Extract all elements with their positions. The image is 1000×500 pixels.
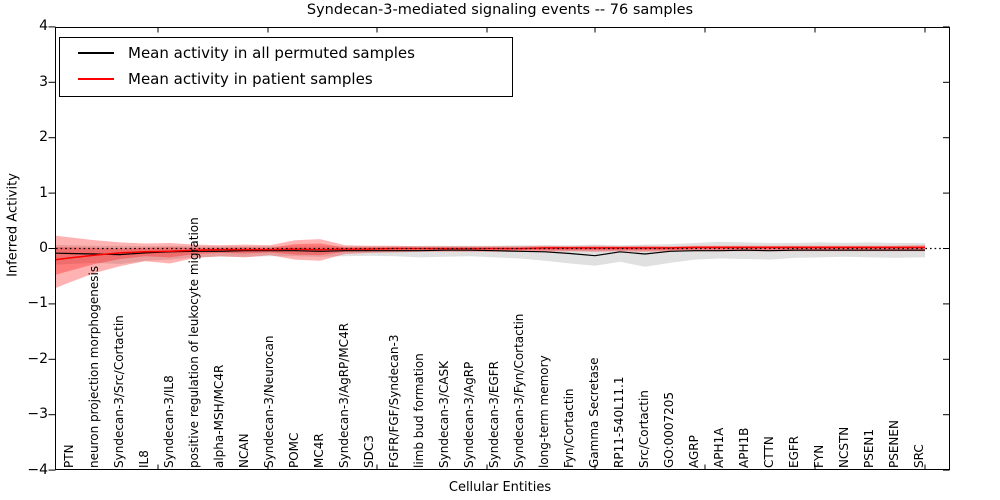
x-axis-label: Cellular Entities — [448, 480, 552, 495]
y-tick-label: −3 — [27, 406, 48, 423]
x-tick-label: PSENEN — [887, 420, 901, 468]
x-tick-label: NCSTN — [837, 426, 851, 468]
x-tick-label: FGFR/FGF/Syndecan-3 — [387, 334, 401, 468]
x-tick-label: Syndecan-3/Fyn/Cortactin — [512, 313, 526, 468]
x-tick-label: GO:0007205 — [662, 391, 676, 468]
x-tick-label: APH1A — [712, 427, 726, 468]
x-tick-label: POMC — [287, 432, 301, 468]
legend-line-black — [78, 52, 114, 54]
x-tick-label: long-term memory — [537, 355, 551, 468]
x-tick-label: Syndecan-3/Neurocan — [262, 335, 276, 468]
x-tick-label: Syndecan-3/IL8 — [162, 375, 176, 468]
x-tick-label: NCAN — [237, 433, 251, 468]
patient-mean-line — [55, 246, 925, 261]
x-tick-label: FYN — [812, 444, 826, 468]
x-tick-label: EGFR — [787, 435, 801, 468]
legend-item-permuted: Mean activity in all permuted samples — [60, 40, 512, 66]
x-tick-label: Syndecan-3/AgRP — [462, 361, 476, 468]
legend-item-patient: Mean activity in patient samples — [60, 66, 512, 92]
y-tick-label: 2 — [39, 129, 48, 146]
x-tick-label: PSEN1 — [862, 428, 876, 468]
x-tick-label: Gamma Secretase — [587, 357, 601, 468]
x-tick-label: limb bud formation — [412, 353, 426, 468]
legend-line-red — [78, 78, 114, 80]
x-tick-label: APH1B — [737, 427, 751, 468]
legend: Mean activity in all permuted samples Me… — [59, 37, 513, 97]
legend-label: Mean activity in patient samples — [128, 70, 373, 88]
x-tick-label: CTTN — [762, 436, 776, 468]
x-tick-label: alpha-MSH/MC4R — [212, 364, 226, 468]
x-tick-label: MC4R — [312, 433, 326, 468]
x-tick-label: Fyn/Cortactin — [562, 388, 576, 468]
y-tick-label: 1 — [39, 184, 48, 201]
permuted-mean-line — [55, 249, 925, 257]
y-tick-label: 3 — [39, 73, 48, 90]
y-tick-label: −4 — [27, 461, 48, 478]
x-tick-label: AGRP — [687, 435, 701, 468]
x-tick-label: IL8 — [137, 450, 151, 468]
legend-label: Mean activity in all permuted samples — [128, 44, 415, 62]
y-tick-label: 0 — [39, 240, 48, 256]
x-tick-label: PTN — [62, 444, 76, 468]
x-tick-label: RP11-540L11.1 — [612, 376, 626, 468]
x-tick-label: Syndecan-3/AgRP/MC4R — [337, 322, 351, 468]
y-tick-label: −2 — [27, 350, 48, 367]
x-tick-label: neuron projection morphogenesis — [87, 265, 101, 468]
y-tick-label: 4 — [39, 18, 48, 35]
x-tick-label: positive regulation of leukocyte migrati… — [187, 217, 201, 468]
x-tick-label: Syndecan-3/EGFR — [487, 360, 501, 468]
x-tick-label: SRC — [912, 444, 926, 468]
x-tick-label: Src/Cortactin — [637, 390, 651, 468]
x-tick-label: Syndecan-3/CASK — [437, 361, 451, 468]
chart-title: Syndecan-3-mediated signaling events -- … — [306, 2, 694, 18]
x-tick-label: SDC3 — [362, 435, 376, 468]
x-tick-label: Syndecan-3/Src/Cortactin — [112, 315, 126, 468]
y-tick-label: −1 — [27, 295, 48, 312]
